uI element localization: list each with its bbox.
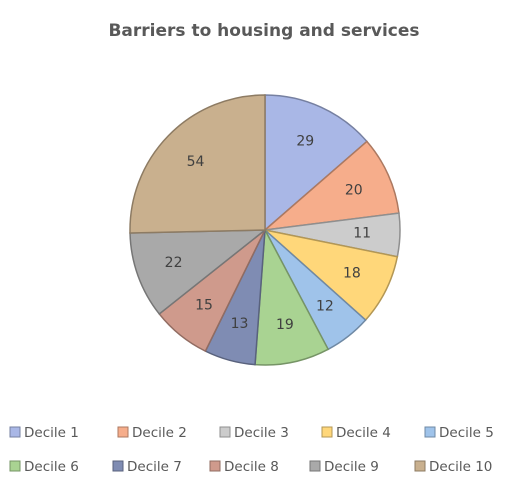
legend-swatch bbox=[424, 426, 436, 438]
data-label: 29 bbox=[296, 134, 314, 150]
pie-slice bbox=[129, 229, 268, 316]
data-label: 19 bbox=[276, 317, 294, 333]
legend-swatch bbox=[309, 460, 321, 472]
data-label: 15 bbox=[195, 298, 213, 314]
data-label: 22 bbox=[165, 255, 183, 271]
pie-slice bbox=[262, 140, 400, 232]
legend-swatch bbox=[414, 460, 426, 472]
legend-label: Decile 2 bbox=[132, 425, 187, 441]
legend-label: Decile 3 bbox=[234, 425, 289, 441]
chart-title: Barriers to housing and services bbox=[108, 21, 419, 41]
pie-slice bbox=[264, 94, 368, 232]
legend-label: Decile 7 bbox=[127, 459, 182, 475]
legend-swatch bbox=[112, 460, 124, 472]
legend-label: Decile 5 bbox=[439, 425, 494, 441]
legend-label: Decile 4 bbox=[336, 425, 391, 441]
legend-swatch bbox=[321, 426, 333, 438]
legend-label: Decile 8 bbox=[224, 459, 279, 475]
legend-swatch bbox=[219, 426, 231, 438]
data-label: 11 bbox=[353, 226, 371, 242]
data-label: 12 bbox=[316, 299, 334, 315]
legend-swatch bbox=[209, 460, 221, 472]
legend-label: Decile 9 bbox=[324, 459, 379, 475]
legend-swatch bbox=[9, 426, 21, 438]
data-label: 20 bbox=[345, 182, 363, 198]
legend-label: Decile 10 bbox=[429, 459, 492, 475]
pie-slice bbox=[129, 94, 266, 234]
legend-label: Decile 6 bbox=[24, 459, 79, 475]
data-label: 54 bbox=[187, 154, 205, 170]
data-label: 18 bbox=[343, 266, 361, 282]
legend-swatch bbox=[117, 426, 129, 438]
data-label: 13 bbox=[231, 316, 249, 332]
legend-swatch bbox=[9, 460, 21, 472]
legend-label: Decile 1 bbox=[24, 425, 79, 441]
